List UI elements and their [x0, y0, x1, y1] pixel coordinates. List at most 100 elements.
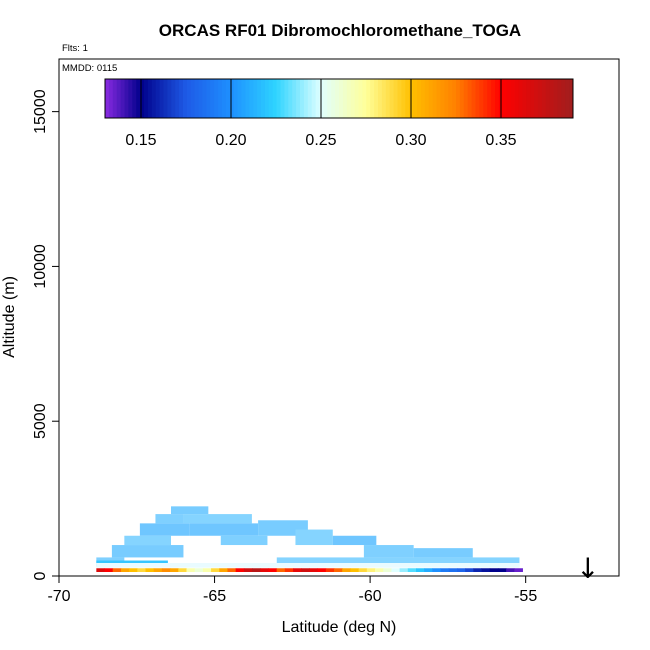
- colorbar-segment: [280, 79, 285, 118]
- profile-cell: [189, 523, 259, 536]
- colorbar-segment: [136, 79, 141, 118]
- surface-cell: [481, 568, 491, 572]
- colorbar-segment: [186, 79, 192, 118]
- surface-cell: [104, 568, 114, 572]
- surface-cell: [112, 568, 122, 572]
- surface-cell: [514, 568, 523, 572]
- colorbar-segment: [569, 79, 574, 118]
- profile-cell: [155, 514, 184, 524]
- colorbar-segment: [436, 79, 441, 118]
- surface-cell: [440, 568, 450, 572]
- surface-cell: [334, 568, 343, 572]
- surface-cell: [276, 568, 286, 572]
- colorbar-segment: [561, 79, 566, 118]
- surface-cell: [194, 568, 204, 572]
- colorbar-segment: [565, 79, 570, 118]
- colorbar-segment: [311, 79, 317, 118]
- colorbar-segment: [452, 79, 457, 118]
- colorbar-segment: [218, 79, 223, 118]
- surface-cell: [161, 568, 171, 572]
- colorbar-segment: [198, 79, 203, 118]
- colorbar-segment: [495, 79, 500, 118]
- profile-cell: [220, 535, 268, 546]
- colorbar-segment: [315, 79, 320, 118]
- colorbar-segment: [545, 79, 551, 118]
- colorbar-segment: [155, 79, 161, 118]
- surface-cell: [260, 568, 269, 572]
- colorbar-segment: [237, 79, 242, 118]
- colorbar-segment: [296, 79, 301, 118]
- colorbar-segment: [354, 79, 359, 118]
- colorbar-segment: [206, 79, 211, 118]
- colorbar-segment: [440, 79, 445, 118]
- surface-cell: [456, 568, 466, 572]
- surface-cell: [293, 568, 302, 572]
- colorbar-segment: [190, 79, 196, 118]
- colorbar-segment: [159, 79, 164, 118]
- axes: -70 -65 -60 -55 0 5000 10000 15000: [32, 89, 537, 605]
- colorbar-segment: [257, 79, 262, 118]
- colorbar-segment: [413, 79, 418, 118]
- surface-cell: [153, 568, 163, 572]
- colorbar-segment: [553, 79, 558, 118]
- colorbar-segment: [253, 79, 258, 118]
- colorbar-segment: [303, 79, 309, 118]
- colorbar-segment: [358, 79, 363, 118]
- surface-cell: [137, 568, 146, 572]
- colorbar-segment: [331, 79, 336, 118]
- colorbar-segment: [319, 79, 324, 118]
- flights-label: Flts: 1: [62, 43, 88, 54]
- colorbar-segment: [342, 79, 348, 118]
- surface-cell: [284, 568, 294, 572]
- colorbar-segment: [284, 79, 289, 118]
- profile-cell: [183, 514, 252, 524]
- colorbar-segment: [323, 79, 328, 118]
- colorbar-frame: [104, 78, 574, 119]
- colorbar-segment: [518, 79, 523, 118]
- colorbar-segment: [506, 79, 512, 118]
- colorbar-segment: [105, 79, 110, 118]
- surface-cell: [145, 568, 155, 572]
- colorbar-segment: [362, 79, 367, 118]
- colorbar-segment: [183, 79, 188, 118]
- colorbar-segment: [479, 79, 484, 118]
- surface-cell: [202, 568, 212, 572]
- surface-cell: [342, 568, 351, 572]
- surface-cell: [317, 568, 327, 572]
- profile-cell: [276, 557, 520, 567]
- colorbar-segment: [463, 79, 469, 118]
- colorbar-segment: [163, 79, 168, 118]
- colorbar: 0.15 0.20 0.25 0.30 0.35: [104, 78, 574, 149]
- colorbar-segment: [214, 79, 219, 118]
- colorbar-segment: [225, 79, 231, 118]
- colorbar-segment: [175, 79, 180, 118]
- colorbar-segment: [179, 79, 184, 118]
- colorbar-segment: [307, 79, 313, 118]
- surface-cell: [391, 568, 401, 572]
- surface-cell: [219, 568, 228, 572]
- profile-cell: [96, 560, 168, 563]
- surface-cell: [489, 568, 499, 572]
- surface-cell: [506, 568, 515, 572]
- x-tick-label: -65: [203, 588, 226, 605]
- x-tick-label: -60: [359, 588, 382, 605]
- colorbar-segment: [389, 79, 395, 118]
- plot-frame: [58, 58, 620, 577]
- surface-cell: [424, 568, 433, 572]
- colorbar-segment: [194, 79, 200, 118]
- colorbar-segment: [300, 79, 305, 118]
- colorbar-segment: [245, 79, 250, 118]
- colorbar-segment: [487, 79, 492, 118]
- y-axis-label: Altitude (m): [1, 276, 18, 358]
- profile-cell: [413, 548, 473, 558]
- y-tick-label: 10000: [32, 244, 49, 289]
- colorbar-tick-label: 0.30: [395, 132, 426, 149]
- colorbar-segment: [229, 79, 235, 118]
- colorbar-segment: [420, 79, 426, 118]
- surface-cell: [358, 568, 368, 572]
- surface-cell: [211, 568, 220, 572]
- colorbar-segment: [132, 79, 137, 118]
- colorbar-segment: [467, 79, 473, 118]
- colorbar-segment: [530, 79, 535, 118]
- profile-cell: [295, 529, 333, 546]
